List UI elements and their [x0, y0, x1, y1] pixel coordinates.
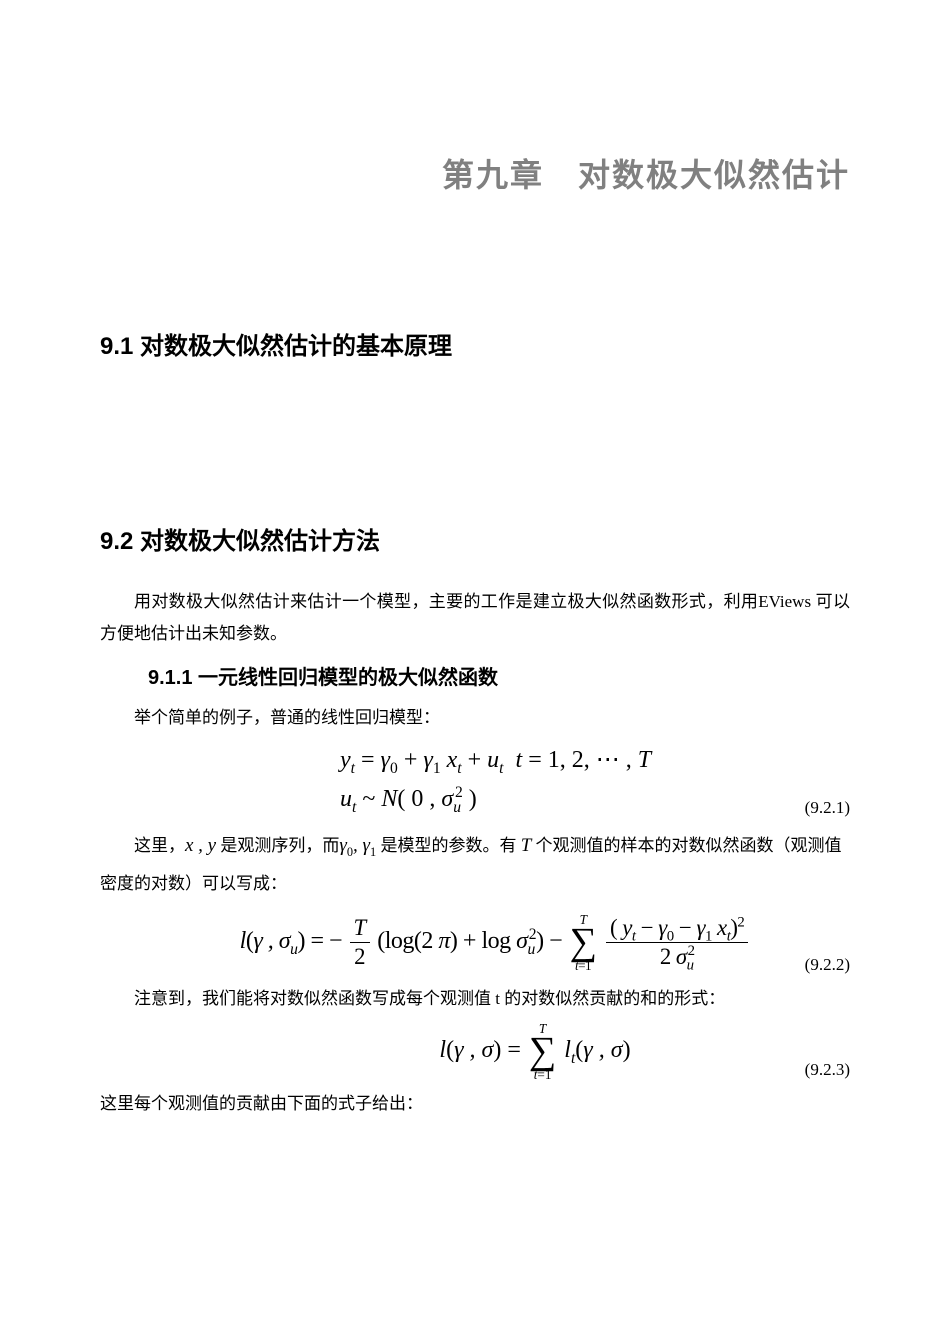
equation-9-2-1-line2: ut ~ N( 0 , σu2 ): [100, 786, 850, 813]
para-2: 这里，x , y 是观测序列，而γ0, γ1 是模型的参数。有 T 个观测值的样…: [100, 826, 850, 902]
section-9-2-title: 9.2 对数极大似然估计方法: [100, 521, 850, 556]
math-gamma01: γ0, γ1: [339, 835, 376, 856]
equation-9-2-1-line2-row: ut ~ N( 0 , σu2 ) (9.2.1): [100, 780, 850, 820]
equation-9-2-3-body: l(γ , σ) = T∑t=1 lt(γ , σ): [100, 1022, 850, 1081]
para-2-b: 是观测序列，而: [216, 836, 339, 855]
equation-number-9-2-1: (9.2.1): [805, 798, 850, 818]
chapter-title: 第九章 对数极大似然估计: [100, 150, 850, 196]
equation-9-2-3: l(γ , σ) = T∑t=1 lt(γ , σ) (9.2.3): [100, 1022, 850, 1082]
equation-9-2-2-body: l(γ , σu) = − T2 (log(2 π) + log σu2) − …: [100, 913, 850, 972]
para-2-c: 是模型的参数。有: [376, 836, 521, 855]
section-9-2-intro: 用对数极大似然估计来估计一个模型，主要的工作是建立极大似然函数形式，利用EVie…: [100, 586, 850, 651]
equation-number-9-2-3: (9.2.3): [805, 1060, 850, 1080]
para-3: 注意到，我们能将对数似然函数写成每个观测值 t 的对数似然贡献的和的形式：: [100, 983, 850, 1015]
math-T: T: [521, 835, 532, 856]
equation-9-2-1-line1: yt = γ0 + γ1 xt + ut t = 1, 2, ⋯ , T: [100, 745, 850, 774]
para-4: 这里每个观测值的贡献由下面的式子给出：: [100, 1088, 850, 1120]
equation-number-9-2-2: (9.2.2): [805, 955, 850, 975]
math-xy: x , y: [185, 835, 216, 856]
section-9-1-title: 9.1 对数极大似然估计的基本原理: [100, 326, 850, 361]
section-gap: [100, 391, 850, 501]
equation-9-2-2: l(γ , σu) = − T2 (log(2 π) + log σu2) − …: [100, 907, 850, 977]
page: 第九章 对数极大似然估计 9.1 对数极大似然估计的基本原理 9.2 对数极大似…: [0, 0, 950, 1226]
para-2-a: 这里，: [134, 836, 185, 855]
equation-9-2-1: yt = γ0 + γ1 xt + ut t = 1, 2, ⋯ , T: [100, 740, 850, 780]
para-1: 举个简单的例子，普通的线性回归模型：: [100, 702, 850, 734]
subsection-9-1-1-title: 9.1.1 一元线性回归模型的极大似然函数: [100, 661, 850, 690]
